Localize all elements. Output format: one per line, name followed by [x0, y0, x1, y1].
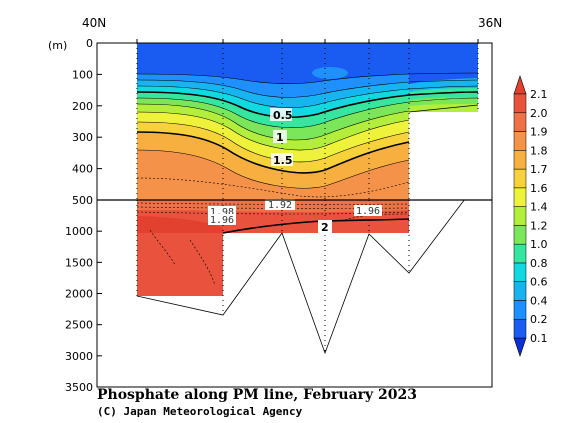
plot-frame: [96, 42, 493, 388]
colorbar-label: 1.7: [530, 163, 548, 176]
y-tick-label: 1500: [65, 256, 93, 269]
surface-patch-1: [312, 67, 348, 79]
y-tick-label: 300: [72, 131, 93, 144]
colorbar-segment: [513, 243, 527, 264]
top-axis-ticks: [136, 39, 479, 43]
colorbar-label: 1.9: [530, 126, 548, 139]
y-tick-label: 100: [72, 68, 93, 81]
chart-credit: (C) Japan Meteorological Agency: [97, 405, 303, 418]
y-tick-label: 1000: [65, 225, 93, 238]
colorbar-segment: [513, 225, 527, 245]
y-ticks: 0 100 200 300 400 500 1000 1500 2000 2500 3000 3500: [65, 37, 102, 394]
colorbar-max-triangle: [513, 75, 527, 95]
y-tick-label: 500: [72, 194, 93, 207]
contour-label-1-96-left: 1.96: [210, 215, 234, 226]
contour-label-1: 1: [276, 131, 284, 144]
chart-title: Phosphate along PM line, February 2023: [97, 387, 417, 403]
colorbar-segment: [513, 93, 527, 114]
y-tick-label: 2500: [65, 319, 93, 332]
contour-label-1-98: 1.98: [210, 207, 234, 218]
y-tick-label: 3500: [65, 381, 93, 394]
colorbar-segment: [513, 150, 527, 170]
lat-label-left: 40N: [82, 16, 106, 30]
upper-field: [136, 43, 479, 200]
contour-label-1-5: 1.5: [273, 154, 293, 167]
colorbar-label: 1.4: [530, 201, 548, 214]
contour-label-1-92: 1.92: [268, 200, 292, 211]
y-tick-label: 400: [72, 163, 93, 176]
colorbar-segment: [513, 262, 527, 282]
contour-label-0-5: 0.5: [273, 109, 293, 122]
colorbar-label: 1.0: [530, 238, 548, 251]
y-tick-label: 200: [72, 100, 93, 113]
y-tick-label: 3000: [65, 350, 93, 363]
colorbar-min-triangle: [513, 337, 527, 357]
colorbar-label: 1.8: [530, 144, 548, 157]
lat-label-right: 36N: [478, 16, 502, 30]
colorbar-label: 1.6: [530, 182, 548, 195]
colorbar-segment: [513, 131, 527, 151]
colorbar-segment: [513, 206, 527, 226]
depth-unit-label: (m): [48, 39, 67, 52]
colorbar-segment: [513, 281, 527, 301]
colorbar-label: 0.2: [530, 313, 548, 326]
colorbar-label: 2.0: [530, 107, 548, 120]
lower-field: [136, 200, 465, 355]
colorbar-label: 0.4: [530, 294, 548, 307]
y-tick-label: 0: [86, 37, 93, 50]
colorbar-segment: [513, 318, 527, 339]
contour-label-2: 2: [321, 221, 329, 234]
colorbar-segment: [513, 112, 527, 132]
colorbar-label: 0.8: [530, 257, 548, 270]
contour-label-1-96-right: 1.96: [356, 206, 380, 217]
colorbar-label: 1.2: [530, 219, 548, 232]
colorbar: 0.1 0.2 0.4 0.6 0.8 1.0 1.2 1.4 1.6 1.7 1.8 1.9 2.0 2…: [513, 75, 548, 357]
colorbar-label: 0.6: [530, 276, 548, 289]
colorbar-label: 2.1: [530, 88, 548, 101]
colorbar-segment: [513, 168, 527, 189]
y-tick-label: 2000: [65, 288, 93, 301]
colorbar-segment: [513, 300, 527, 320]
colorbar-label: 0.1: [530, 332, 548, 345]
colorbar-segment: [513, 187, 527, 207]
